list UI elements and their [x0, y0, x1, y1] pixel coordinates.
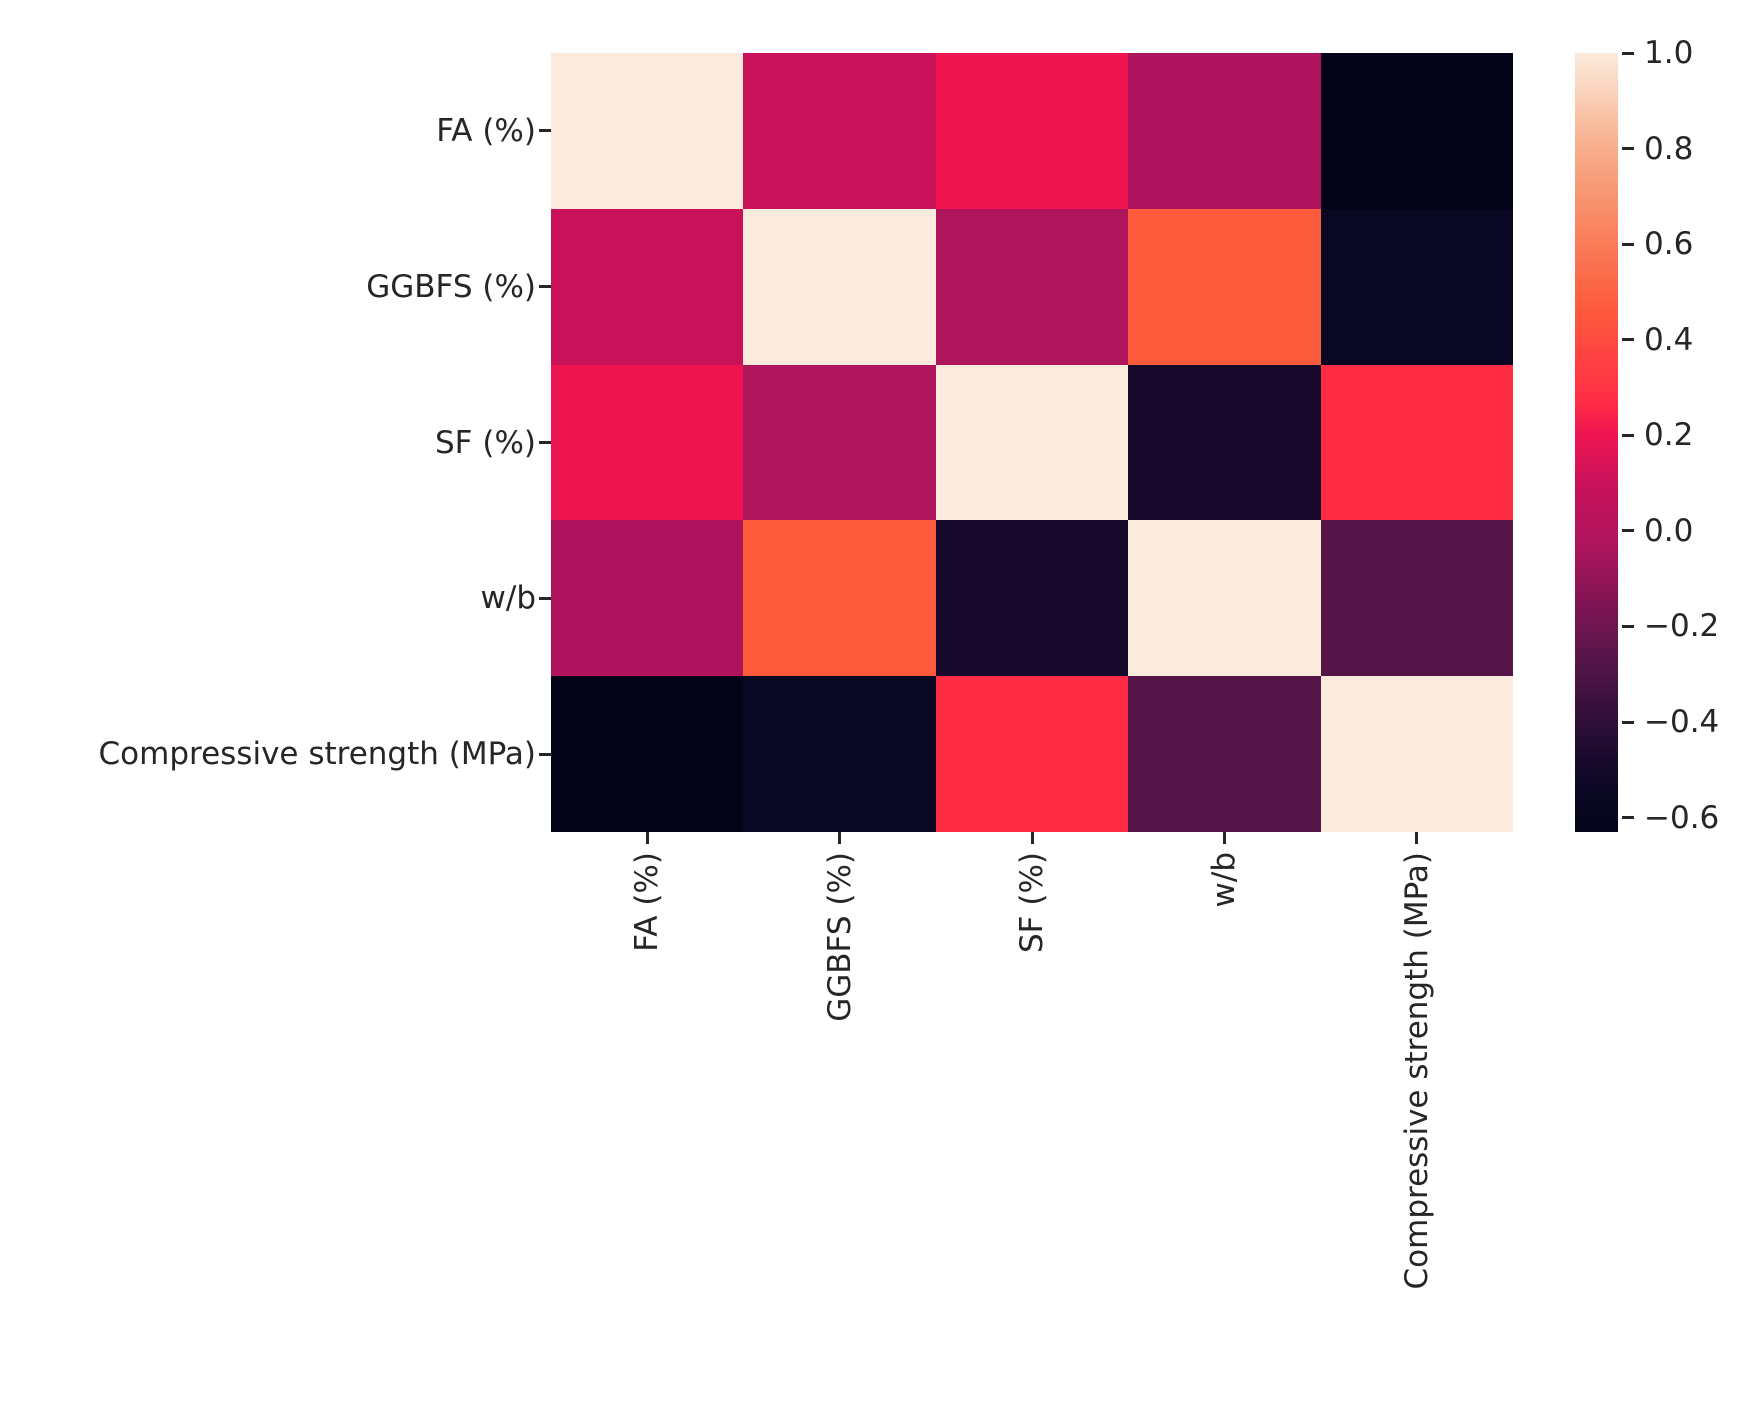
heatmap-cell [935, 676, 1129, 832]
heatmap-cell [1320, 208, 1513, 365]
heatmap-cell [1128, 53, 1321, 209]
y-tick-mark [539, 596, 551, 600]
heatmap-cell [743, 53, 936, 209]
y-tick-mark [539, 752, 551, 756]
colorbar-tick-label: −0.2 [1644, 608, 1720, 645]
x-tick-mark [1415, 832, 1419, 844]
x-tick-label: FA (%) [629, 852, 666, 952]
colorbar-tick-mark [1622, 51, 1634, 55]
heatmap-cell [551, 53, 744, 209]
heatmap-cell [743, 208, 936, 365]
colorbar-tick-label: 0.8 [1644, 130, 1694, 167]
y-tick-label: SF (%) [434, 424, 536, 461]
y-tick-label: w/b [480, 580, 536, 617]
colorbar [1575, 53, 1618, 832]
heatmap-cell [935, 53, 1129, 209]
heatmap-cell [1320, 53, 1513, 209]
heatmap-cell [935, 364, 1129, 521]
heatmap-cell [551, 208, 744, 365]
heatmap-cell [935, 208, 1129, 365]
colorbar-tick-label: 0.0 [1644, 512, 1694, 549]
heatmap-plot-area [551, 53, 1513, 832]
colorbar-tick-label: 0.6 [1644, 226, 1694, 263]
heatmap-cell [551, 676, 744, 832]
heatmap-cell [1320, 676, 1513, 832]
colorbar-tick-label: 1.0 [1644, 35, 1694, 71]
colorbar-tick-mark [1622, 529, 1634, 533]
heatmap-cell [551, 364, 744, 521]
x-tick-label: w/b [1206, 852, 1243, 908]
heatmap-cell [1128, 364, 1321, 521]
x-tick-mark [645, 832, 649, 844]
x-tick-mark [1030, 832, 1034, 844]
y-tick-label: GGBFS (%) [366, 268, 536, 305]
y-tick-label: FA (%) [436, 112, 536, 149]
y-tick-mark [539, 285, 551, 289]
heatmap-cell [743, 364, 936, 521]
colorbar-tick-mark [1622, 147, 1634, 151]
x-tick-label: Compressive strength (MPa) [1398, 852, 1435, 1290]
colorbar-tick-mark [1622, 242, 1634, 246]
x-tick-mark [838, 832, 842, 844]
heatmap-cell [1320, 520, 1513, 677]
colorbar-tick-mark [1622, 433, 1634, 437]
colorbar-tick-label: −0.4 [1644, 704, 1720, 741]
colorbar-tick-mark [1622, 720, 1634, 724]
heatmap-cell [551, 520, 744, 677]
y-tick-label: Compressive strength (MPa) [98, 736, 536, 773]
heatmap-cell [743, 676, 936, 832]
x-tick-label: GGBFS (%) [821, 852, 858, 1022]
colorbar-tick-label: −0.6 [1644, 799, 1720, 836]
heatmap-cell [1128, 208, 1321, 365]
heatmap-cell [1128, 676, 1321, 832]
colorbar-tick-mark [1622, 624, 1634, 628]
heatmap-cell [1320, 364, 1513, 521]
x-tick-mark [1222, 832, 1226, 844]
colorbar-tick-mark [1622, 338, 1634, 342]
y-tick-mark [539, 441, 551, 444]
colorbar-tick-label: 0.2 [1644, 417, 1694, 454]
colorbar-tick-mark [1622, 816, 1634, 820]
colorbar-tick-label: 0.4 [1644, 321, 1694, 358]
heatmap-cell [935, 520, 1129, 677]
heatmap-cell [1128, 520, 1321, 677]
heatmap-cell [743, 520, 936, 677]
y-tick-mark [539, 129, 551, 133]
x-tick-label: SF (%) [1014, 852, 1050, 954]
